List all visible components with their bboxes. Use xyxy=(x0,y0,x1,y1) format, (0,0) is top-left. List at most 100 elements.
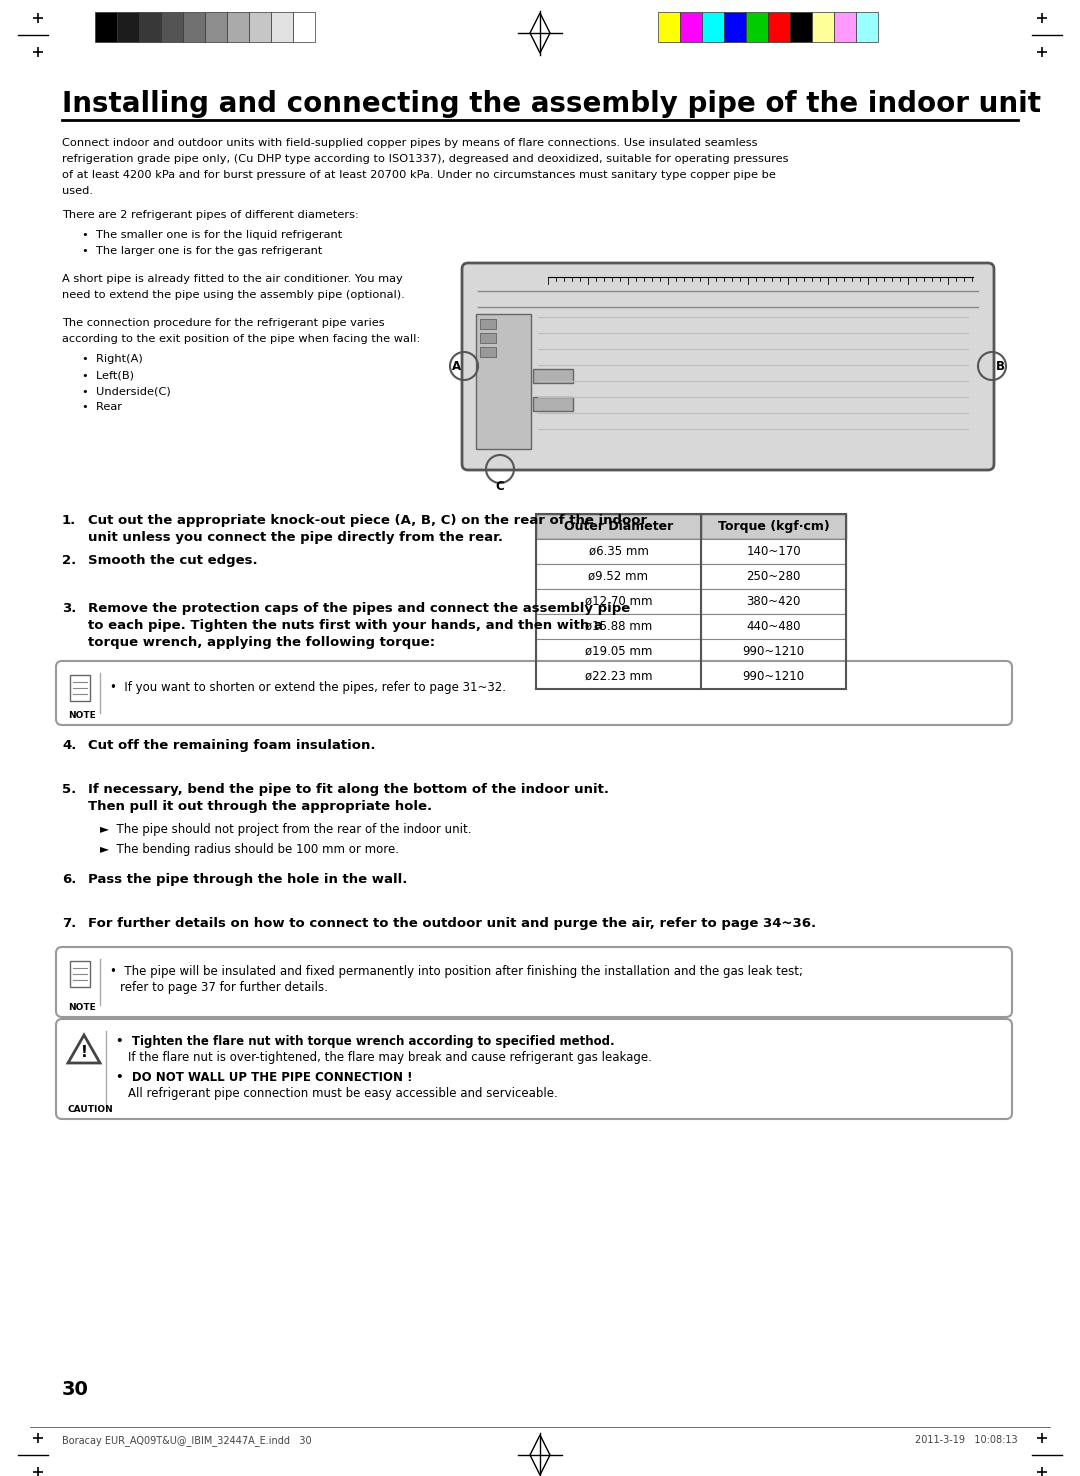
Text: of at least 4200 kPa and for burst pressure of at least 20700 kPa. Under no circ: of at least 4200 kPa and for burst press… xyxy=(62,170,775,180)
Bar xyxy=(856,12,878,41)
Text: according to the exit position of the pipe when facing the wall:: according to the exit position of the pi… xyxy=(62,334,420,344)
Text: Smooth the cut edges.: Smooth the cut edges. xyxy=(87,554,258,567)
Bar xyxy=(768,12,789,41)
Text: •  The larger one is for the gas refrigerant: • The larger one is for the gas refriger… xyxy=(82,246,322,255)
Text: ø12.70 mm: ø12.70 mm xyxy=(584,595,652,608)
Text: 3.: 3. xyxy=(62,602,77,615)
Text: CAUTION: CAUTION xyxy=(68,1106,113,1114)
Text: A: A xyxy=(451,360,460,373)
Text: •  Rear: • Rear xyxy=(82,401,122,412)
Text: All refrigerant pipe connection must be easy accessible and serviceable.: All refrigerant pipe connection must be … xyxy=(129,1086,557,1100)
Text: 4.: 4. xyxy=(62,739,77,751)
Text: refer to page 37 for further details.: refer to page 37 for further details. xyxy=(120,982,328,993)
Bar xyxy=(789,12,812,41)
Bar xyxy=(536,539,701,564)
Bar xyxy=(702,12,724,41)
Bar xyxy=(536,639,701,664)
Text: Outer Diameter: Outer Diameter xyxy=(564,520,673,533)
Text: 30: 30 xyxy=(62,1380,89,1399)
Text: If the flare nut is over-tightened, the flare may break and cause refrigerant ga: If the flare nut is over-tightened, the … xyxy=(129,1051,652,1064)
Text: NOTE: NOTE xyxy=(68,711,96,720)
Text: used.: used. xyxy=(62,186,93,196)
Bar xyxy=(746,12,768,41)
Bar xyxy=(701,514,846,539)
Text: ø15.88 mm: ø15.88 mm xyxy=(585,620,652,633)
Text: 7.: 7. xyxy=(62,917,77,930)
Text: •  If you want to shorten or extend the pipes, refer to page 31~32.: • If you want to shorten or extend the p… xyxy=(110,680,507,694)
Text: 2011-3-19   10:08:13: 2011-3-19 10:08:13 xyxy=(916,1435,1018,1445)
Text: ø19.05 mm: ø19.05 mm xyxy=(584,645,652,658)
Text: The connection procedure for the refrigerant pipe varies: The connection procedure for the refrige… xyxy=(62,317,384,328)
Bar xyxy=(534,369,573,382)
Text: 6.: 6. xyxy=(62,872,77,886)
Text: ø9.52 mm: ø9.52 mm xyxy=(589,570,648,583)
Text: Cut out the appropriate knock-out piece (A, B, C) on the rear of the indoor: Cut out the appropriate knock-out piece … xyxy=(87,514,647,527)
Text: Cut off the remaining foam insulation.: Cut off the remaining foam insulation. xyxy=(87,739,376,751)
Text: •  The pipe will be insulated and fixed permanently into position after finishin: • The pipe will be insulated and fixed p… xyxy=(110,965,804,979)
Bar xyxy=(834,12,856,41)
Bar xyxy=(701,564,846,589)
Bar xyxy=(249,12,271,41)
Text: B: B xyxy=(996,360,1004,373)
Bar xyxy=(658,12,680,41)
Text: ø6.35 mm: ø6.35 mm xyxy=(589,545,648,558)
Bar xyxy=(161,12,183,41)
Bar xyxy=(227,12,249,41)
Text: •  Underside(C): • Underside(C) xyxy=(82,387,171,396)
Bar xyxy=(139,12,161,41)
Text: need to extend the pipe using the assembly pipe (optional).: need to extend the pipe using the assemb… xyxy=(62,289,405,300)
Text: 1.: 1. xyxy=(62,514,77,527)
Bar xyxy=(701,614,846,639)
Text: unit unless you connect the pipe directly from the rear.: unit unless you connect the pipe directl… xyxy=(87,531,503,545)
Text: torque wrench, applying the following torque:: torque wrench, applying the following to… xyxy=(87,636,435,649)
Text: Connect indoor and outdoor units with field-supplied copper pipes by means of fl: Connect indoor and outdoor units with fi… xyxy=(62,137,757,148)
Text: Installing and connecting the assembly pipe of the indoor unit: Installing and connecting the assembly p… xyxy=(62,90,1041,118)
Bar xyxy=(701,539,846,564)
Bar xyxy=(701,664,846,689)
Bar xyxy=(701,639,846,664)
Bar xyxy=(70,675,90,701)
Bar xyxy=(480,319,496,329)
Bar xyxy=(536,664,701,689)
Text: ø22.23 mm: ø22.23 mm xyxy=(584,670,652,683)
Bar xyxy=(95,12,117,41)
Text: For further details on how to connect to the outdoor unit and purge the air, ref: For further details on how to connect to… xyxy=(87,917,816,930)
Text: 140~170: 140~170 xyxy=(746,545,800,558)
Text: •  Tighten the flare nut with torque wrench according to specified method.: • Tighten the flare nut with torque wren… xyxy=(116,1035,615,1048)
Text: A short pipe is already fitted to the air conditioner. You may: A short pipe is already fitted to the ai… xyxy=(62,275,403,283)
Text: refrigeration grade pipe only, (Cu DHP type according to ISO1337), degreased and: refrigeration grade pipe only, (Cu DHP t… xyxy=(62,154,788,164)
FancyBboxPatch shape xyxy=(56,1018,1012,1119)
Bar xyxy=(480,334,496,342)
Text: Remove the protection caps of the pipes and connect the assembly pipe: Remove the protection caps of the pipes … xyxy=(87,602,631,615)
Bar xyxy=(271,12,293,41)
Bar xyxy=(724,12,746,41)
Text: 380~420: 380~420 xyxy=(746,595,800,608)
Text: 5.: 5. xyxy=(62,782,77,796)
Bar xyxy=(205,12,227,41)
Text: NOTE: NOTE xyxy=(68,1004,96,1013)
Bar xyxy=(680,12,702,41)
Text: C: C xyxy=(496,480,504,493)
Bar xyxy=(476,314,531,449)
Text: •  DO NOT WALL UP THE PIPE CONNECTION !: • DO NOT WALL UP THE PIPE CONNECTION ! xyxy=(116,1072,413,1083)
Bar xyxy=(293,12,315,41)
Text: ►  The pipe should not project from the rear of the indoor unit.: ► The pipe should not project from the r… xyxy=(100,824,472,835)
Bar xyxy=(536,589,701,614)
Bar xyxy=(536,564,701,589)
Text: If necessary, bend the pipe to fit along the bottom of the indoor unit.: If necessary, bend the pipe to fit along… xyxy=(87,782,609,796)
Bar xyxy=(536,514,701,539)
Bar xyxy=(536,614,701,639)
Text: 990~1210: 990~1210 xyxy=(742,670,805,683)
Bar xyxy=(701,589,846,614)
Bar xyxy=(183,12,205,41)
Bar xyxy=(480,347,496,357)
Text: 440~480: 440~480 xyxy=(746,620,800,633)
Text: •  The smaller one is for the liquid refrigerant: • The smaller one is for the liquid refr… xyxy=(82,230,342,241)
Text: !: ! xyxy=(81,1045,87,1060)
Bar xyxy=(812,12,834,41)
Text: •  Right(A): • Right(A) xyxy=(82,354,143,365)
Text: ►  The bending radius should be 100 mm or more.: ► The bending radius should be 100 mm or… xyxy=(100,843,399,856)
Text: There are 2 refrigerant pipes of different diameters:: There are 2 refrigerant pipes of differe… xyxy=(62,210,359,220)
Bar xyxy=(117,12,139,41)
Text: •  Left(B): • Left(B) xyxy=(82,370,134,379)
